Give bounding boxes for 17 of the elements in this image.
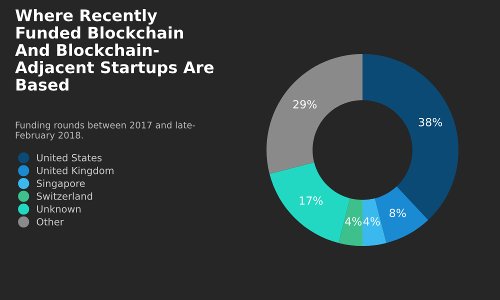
data-label: 17% [300,196,323,205]
donut-slice [338,198,362,246]
data-label: 4% [345,217,362,226]
legend-label: United States [37,154,102,162]
donut-slice [266,54,362,174]
text: Funding rounds between 2017 and late- February 2018. [16,122,196,140]
legend-label: United Kingdom [37,166,114,176]
legend-label: Singapore [36,180,85,189]
legend-label: Switzerland [36,192,92,200]
legend-label: Unknown [37,205,81,213]
data-label: 38% [418,118,442,126]
legend-label: Other [36,218,64,226]
data-label: 8% [390,208,406,218]
donut-slice [362,198,386,246]
data-label: 29% [293,100,317,109]
data-label: 4% [363,217,380,226]
chart-title: Where Recently Funded Blockchain And Blockchain- Adjacent Startups Are Based [15,9,214,91]
